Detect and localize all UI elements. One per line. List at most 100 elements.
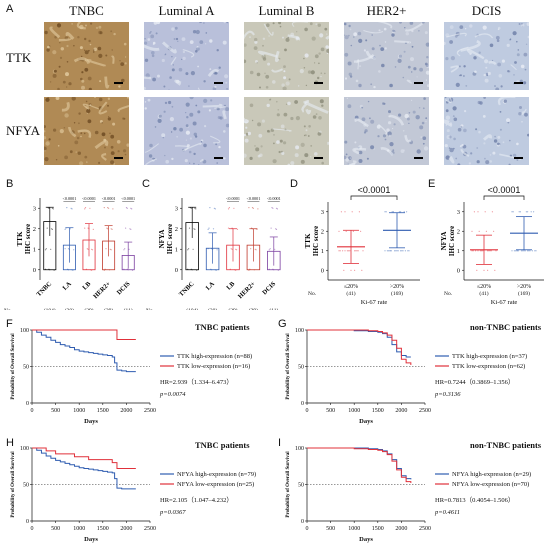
data-point [275,207,278,209]
data-point [268,249,270,251]
scale-bar [514,82,523,84]
data-point [235,269,237,271]
no-label: No. [146,308,155,310]
data-point [479,250,481,252]
y-tick-label: 1 [33,246,36,253]
legend-entry: TTK low-expression (n=62) [452,363,525,370]
data-point [255,228,257,230]
data-point [256,228,258,230]
data-point [126,207,128,209]
y-tick-label: 50 [23,365,29,371]
category-label: ≤20% [477,284,491,290]
data-point [210,268,212,270]
data-point [108,207,110,209]
data-point [251,227,253,229]
data-point [234,269,236,271]
data-point [232,228,234,230]
data-point [385,211,387,213]
data-point [71,208,73,210]
category-label: HER2+ [92,280,112,300]
x-tick-label: 1500 [372,526,384,532]
data-point [106,227,108,229]
legend-entry: TTK high-expression (n=37) [452,353,527,360]
series-line [32,329,136,340]
category-label: LB [81,280,93,292]
data-point [107,207,109,209]
y-axis-label: Probability of Overall Survival [286,451,291,518]
data-point [213,207,215,209]
series-line [307,447,412,484]
y-tick-label: 0 [457,267,460,274]
data-point [493,230,495,232]
series-line [307,447,412,480]
data-point [46,227,48,229]
data-point [53,269,55,271]
y-tick-label: 3 [321,209,324,216]
data-point [403,211,405,213]
x-tick-label: 0 [306,408,309,414]
y-tick-label: 0 [301,401,304,407]
data-point [211,269,213,271]
data-point [85,268,87,270]
data-point [533,211,535,213]
data-point [402,250,404,252]
data-point [209,207,211,209]
y-tick-label: 2 [457,228,460,235]
data-point [528,250,530,252]
data-point [345,230,347,232]
data-point [358,211,360,213]
data-point [404,250,406,252]
data-point [208,227,210,229]
data-point [47,207,49,209]
chart-b-ttk-subtypes: TTKIHC score 0 1 2 3 TNBC (104) LA (30) LB (29) HER… [4,196,135,310]
data-point [355,250,357,252]
x-axis-label: Ki-67 rate [491,299,518,306]
data-point [108,269,111,271]
scale-bar [214,157,223,159]
count-label: (30) [208,307,217,310]
data-point [338,250,340,252]
data-point [471,250,473,252]
y-tick-label: 50 [23,483,29,489]
data-point [400,250,402,252]
data-point [344,211,346,213]
y-tick-label: 100 [20,446,29,452]
y-tick-label: 100 [295,446,304,452]
data-point [250,248,252,250]
legend-entry: NFYA high-expression (n=79) [177,471,256,478]
count-label: (29) [104,307,113,310]
data-point [67,248,70,250]
y-tick-label: 50 [298,365,304,371]
data-point [270,227,272,229]
data-point [228,207,230,209]
y-tick-label: 100 [20,328,29,334]
data-point [109,248,111,250]
count-label: (169) [518,290,530,297]
data-point [248,207,250,209]
p-value: <0.0001 [267,196,281,201]
data-point [130,228,132,230]
count-label: (29) [228,307,237,310]
data-point [230,248,232,250]
x-tick-label: 2500 [419,408,431,414]
chart-d-ttk-ki67: TTKIHC score 0 1 2 3 ≤20%(41) >20%(169) No. Ki-6… [304,185,420,306]
p-value: p=0.4611 [434,509,460,516]
x-tick-label: 500 [326,526,335,532]
data-point [384,211,386,213]
category-label: LB [225,280,237,292]
chart-e-nfya-ki67: NFYAIHC score 0 1 2 3 ≤20%(41) >20%(169) No. Ki-… [440,185,544,306]
series-line [32,447,136,490]
data-point [490,250,492,252]
chart-title: TNBC patients [195,322,250,332]
column-title-her2: HER2+ [366,3,407,18]
data-point [110,249,112,251]
data-point [216,249,218,251]
panel-label-i: I [278,437,282,449]
significance-bracket [483,195,525,200]
x-tick-label: 1000 [348,526,360,532]
scale-bar [314,82,323,84]
panel-label-f: F [6,318,13,330]
data-point [235,248,237,250]
data-point [52,208,54,210]
data-point [251,228,254,230]
